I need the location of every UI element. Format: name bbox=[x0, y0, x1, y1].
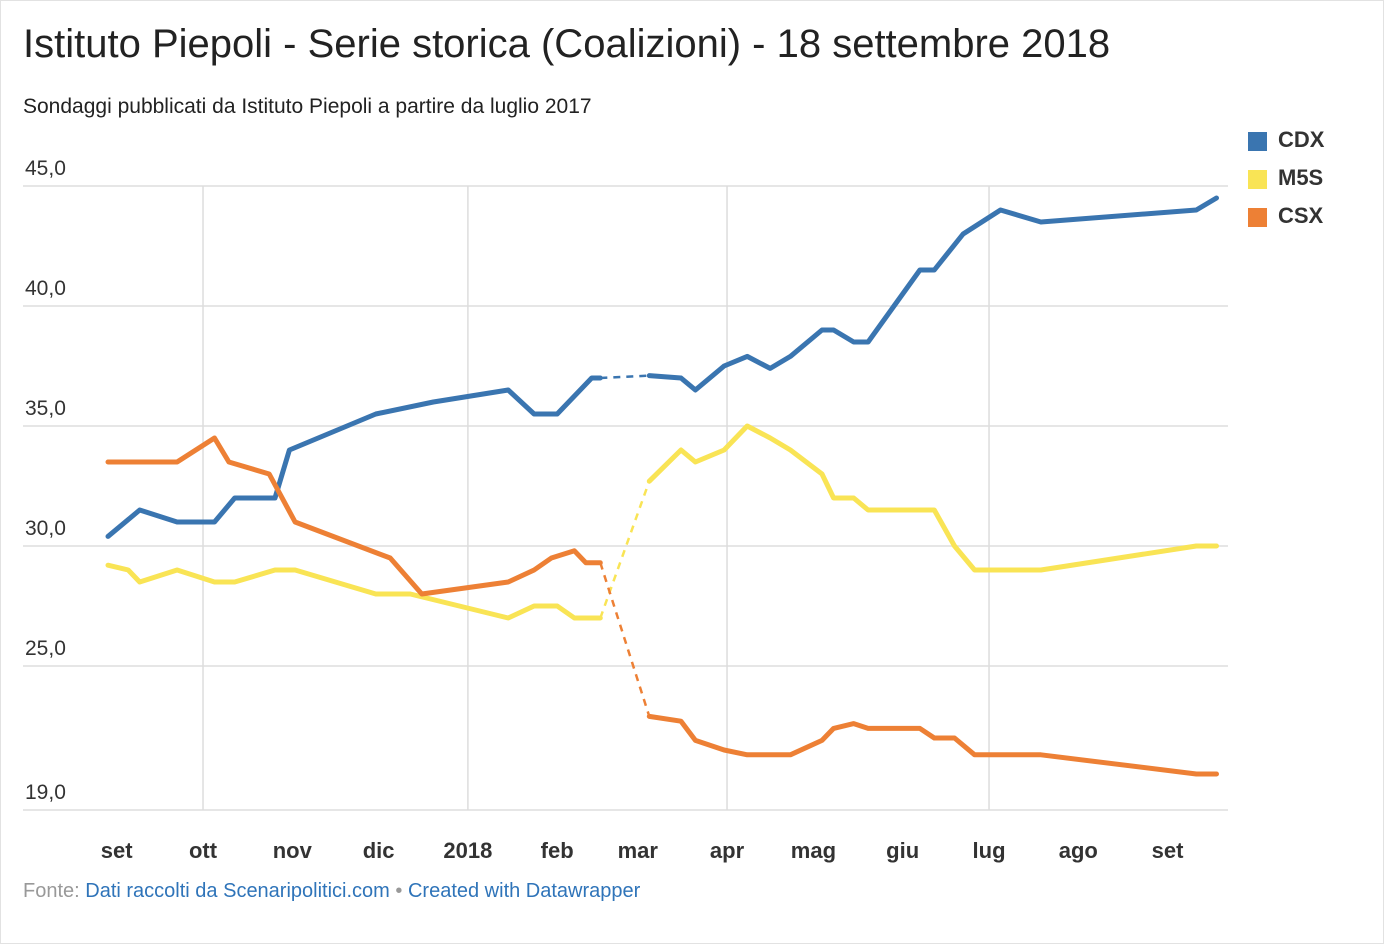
footer-prefix: Fonte: bbox=[23, 880, 80, 902]
x-tick-label: mar bbox=[618, 838, 659, 863]
legend-swatch-csx bbox=[1248, 208, 1267, 227]
series-gap-csx bbox=[599, 562, 651, 717]
y-tick-label: 35,0 bbox=[25, 397, 66, 420]
legend-swatch-m5s bbox=[1248, 170, 1267, 189]
series-gap-m5s bbox=[599, 480, 651, 619]
chart-footer: Fonte: Dati raccolti da Scenaripolitici.… bbox=[23, 880, 640, 903]
series-line-m5s bbox=[105, 562, 603, 621]
y-tick-label: 25,0 bbox=[25, 637, 66, 660]
series-line-csx bbox=[646, 713, 1219, 777]
chart-title: Istituto Piepoli - Serie storica (Coaliz… bbox=[23, 22, 1111, 66]
x-tick-label: giu bbox=[886, 838, 919, 863]
legend-label-m5s: M5S bbox=[1278, 165, 1324, 190]
x-tick-label: set bbox=[1152, 838, 1184, 863]
y-tick-label: 19,0 bbox=[25, 781, 66, 804]
datawrapper-credit-link[interactable]: Created with Datawrapper bbox=[407, 880, 641, 902]
series-line-csx bbox=[105, 435, 603, 597]
x-tick-label: lug bbox=[973, 838, 1006, 863]
x-tick-label: dic bbox=[363, 838, 395, 863]
x-tick-label: mag bbox=[791, 838, 836, 863]
source-link[interactable]: Dati raccolti da Scenaripolitici.com bbox=[85, 880, 390, 902]
x-tick-label: 2018 bbox=[443, 838, 492, 863]
x-tick-label: apr bbox=[710, 838, 745, 863]
series-gap-cdx bbox=[600, 374, 650, 380]
chart-subtitle: Sondaggi pubblicati da Istituto Piepoli … bbox=[23, 95, 592, 118]
y-tick-label: 40,0 bbox=[25, 277, 66, 300]
x-tick-label: ago bbox=[1059, 838, 1098, 863]
series-line-cdx bbox=[646, 195, 1219, 393]
x-tick-label: set bbox=[101, 838, 133, 863]
series-line-m5s bbox=[646, 423, 1219, 573]
x-tick-label: ott bbox=[189, 838, 218, 863]
x-tick-label: nov bbox=[273, 838, 313, 863]
y-tick-label: 45,0 bbox=[25, 157, 66, 180]
series-line-cdx bbox=[105, 375, 603, 539]
legend-label-csx: CSX bbox=[1278, 203, 1324, 228]
legend-label-cdx: CDX bbox=[1278, 127, 1325, 152]
x-tick-label: feb bbox=[541, 838, 574, 863]
legend-swatch-cdx bbox=[1248, 132, 1267, 151]
y-tick-label: 30,0 bbox=[25, 517, 66, 540]
footer-separator: • bbox=[395, 880, 403, 902]
